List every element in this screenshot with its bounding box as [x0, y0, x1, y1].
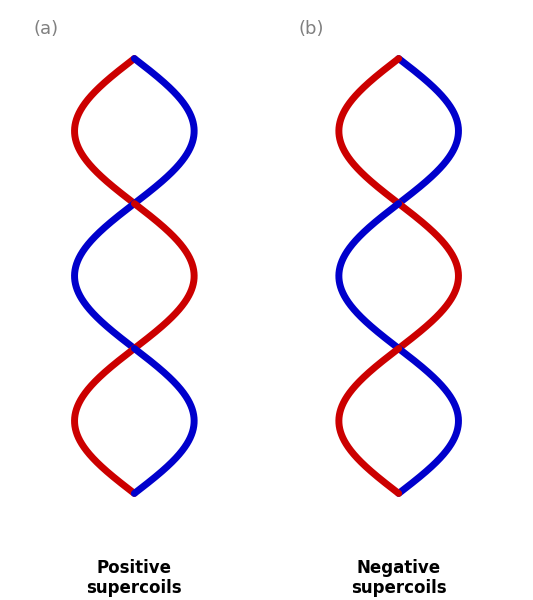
Text: (b): (b)	[298, 20, 324, 38]
Text: Negative
supercoils: Negative supercoils	[351, 559, 447, 598]
Text: Positive
supercoils: Positive supercoils	[86, 559, 182, 598]
Text: (a): (a)	[34, 20, 59, 38]
